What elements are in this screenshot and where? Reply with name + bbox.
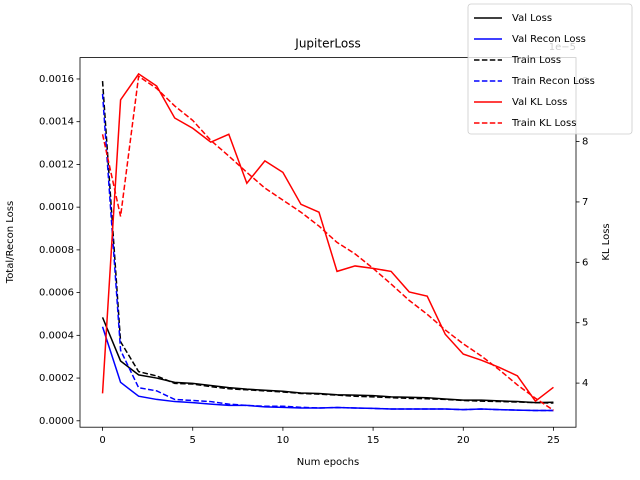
x-tick-label: 10 [277,435,290,446]
y-tick-label: 0.0008 [39,245,74,256]
series-line [101,81,554,404]
y-axis-label: Total/Recon Loss [5,201,16,284]
series-line [101,72,554,403]
x-tick-label: 5 [190,435,196,446]
y-tick-label: 0.0002 [39,373,74,384]
y-tick-label: 0.0016 [39,74,74,85]
y2-tick-label: 6 [582,257,588,268]
y-tick-label: 0.0010 [39,202,74,213]
y2-tick-label: 7 [582,197,588,208]
legend-label: Val KL Loss [512,97,567,108]
legend-label: Val Recon Loss [512,34,586,45]
legend-label: Train Recon Loss [511,76,595,87]
series-line [101,93,554,412]
legend-label: Val Loss [512,13,552,24]
y2-tick-label: 8 [582,137,588,148]
y-tick-label: 0.0012 [39,159,74,170]
x-tick-label: 0 [99,435,105,446]
series-line [101,317,554,404]
x-tick-label: 25 [547,435,560,446]
y-tick-label: 0.0000 [39,416,74,427]
chart-title: JupiterLoss [294,37,360,51]
y2-tick-label: 5 [582,318,588,329]
y-tick-label: 0.0014 [39,117,74,128]
legend-label: Train KL Loss [511,118,576,129]
y2-axis-label: KL Loss [601,223,612,260]
y2-tick-label: 4 [582,378,588,389]
x-tick-label: 20 [457,435,470,446]
legend-box [467,3,633,135]
axes-frame [79,57,577,428]
series-line [101,75,554,411]
y-tick-label: 0.0006 [39,288,74,299]
legend: Val Loss Val Recon Loss Train Loss Train Re… [467,3,633,135]
y-tick-label: 0.0004 [39,330,74,341]
x-axis-label: Num epochs [297,457,359,468]
legend-label: Train Loss [511,55,561,66]
x-tick-label: 15 [367,435,380,446]
